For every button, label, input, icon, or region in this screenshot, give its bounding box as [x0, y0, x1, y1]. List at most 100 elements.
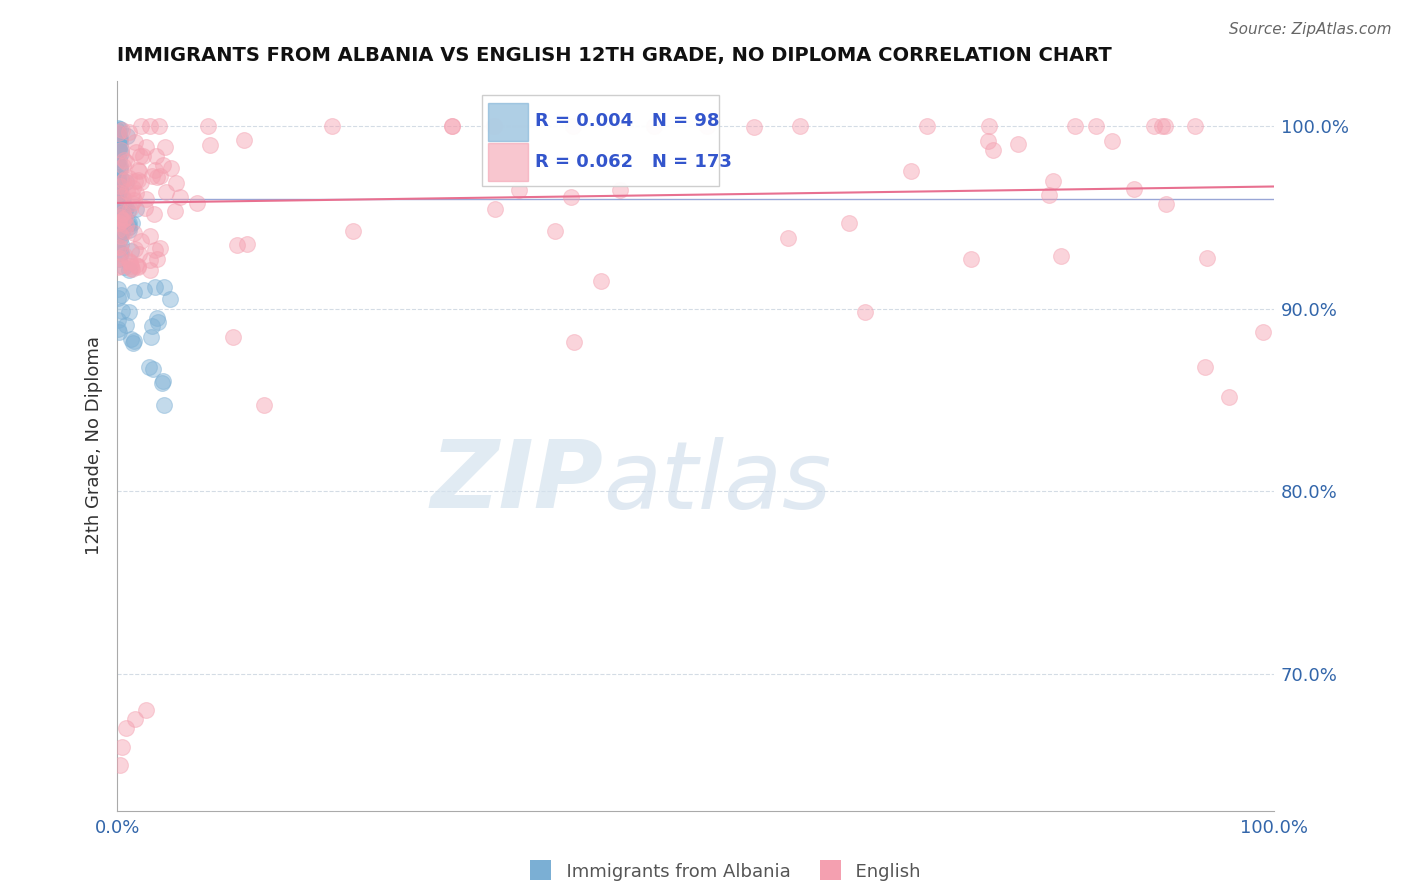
Point [114, 211, 136, 225]
Point [112, 197, 135, 211]
Text: Immigrants from Albania: Immigrants from Albania [555, 863, 792, 881]
Point [981, 143, 1004, 157]
Point [118, 125, 141, 139]
Point [108, 122, 131, 136]
Point [145, 149, 167, 163]
Point [118, 202, 141, 216]
Point [110, 288, 132, 302]
Point [108, 197, 131, 211]
Point [564, 335, 586, 350]
Point [115, 175, 138, 189]
Point [108, 186, 131, 201]
Point [117, 263, 139, 277]
Point [110, 203, 132, 218]
Point [124, 174, 146, 188]
Point [110, 246, 132, 260]
Y-axis label: 12th Grade, No Diploma: 12th Grade, No Diploma [86, 336, 103, 555]
Point [107, 313, 129, 327]
Point [118, 255, 141, 269]
Point [107, 292, 129, 306]
Point [108, 161, 131, 176]
Point [742, 120, 765, 134]
Point [855, 305, 877, 319]
Point [789, 120, 811, 134]
Point [139, 252, 162, 267]
Point [105, 239, 128, 253]
Point [125, 186, 148, 200]
Point [108, 251, 131, 265]
Text: English: English [844, 863, 920, 881]
Point [1251, 325, 1274, 339]
Point [115, 129, 138, 144]
Point [124, 712, 146, 726]
Point [153, 398, 176, 412]
Point [112, 213, 135, 227]
Point [440, 120, 463, 134]
Point [121, 335, 143, 350]
Point [114, 224, 136, 238]
Point [128, 149, 150, 163]
Point [107, 173, 129, 187]
Point [108, 152, 131, 166]
Point [1038, 187, 1060, 202]
Point [110, 131, 132, 145]
Point [253, 398, 276, 412]
Point [128, 163, 150, 178]
Point [117, 217, 139, 231]
Point [121, 187, 143, 202]
Point [1143, 120, 1166, 134]
Point [111, 205, 134, 219]
Point [696, 120, 718, 134]
Point [111, 198, 134, 212]
Point [138, 120, 160, 134]
Point [128, 246, 150, 260]
Point [1085, 120, 1108, 134]
Point [1122, 182, 1144, 196]
Point [110, 179, 132, 194]
Point [915, 120, 938, 134]
Point [1154, 120, 1177, 134]
Point [110, 259, 132, 273]
Point [142, 361, 165, 376]
Point [977, 120, 1000, 134]
Point [125, 258, 148, 272]
Point [107, 194, 129, 209]
Point [138, 360, 160, 375]
Point [118, 171, 141, 186]
Point [959, 252, 981, 267]
Point [118, 216, 141, 230]
Point [110, 172, 132, 186]
Point [107, 140, 129, 154]
Point [1154, 197, 1177, 211]
Point [149, 169, 172, 183]
Point [110, 227, 132, 242]
Text: R = 0.004   N = 98: R = 0.004 N = 98 [534, 112, 720, 130]
Point [120, 260, 142, 275]
Point [112, 202, 135, 216]
Point [124, 136, 146, 150]
Point [120, 244, 142, 258]
Point [108, 252, 131, 266]
Point [110, 184, 132, 198]
Point [110, 228, 132, 243]
Point [105, 123, 128, 137]
Point [124, 226, 146, 240]
Point [643, 120, 665, 134]
Point [1007, 137, 1029, 152]
Point [115, 218, 138, 232]
Point [105, 203, 128, 218]
Point [132, 149, 155, 163]
Point [108, 240, 131, 254]
Point [127, 172, 149, 186]
Point [484, 202, 506, 216]
FancyBboxPatch shape [488, 143, 527, 181]
Point [112, 153, 135, 167]
FancyBboxPatch shape [481, 95, 718, 186]
Point [120, 260, 142, 274]
Point [129, 120, 152, 134]
Point [142, 207, 165, 221]
Point [544, 224, 567, 238]
Point [114, 202, 136, 217]
Point [110, 146, 132, 161]
Point [139, 330, 162, 344]
